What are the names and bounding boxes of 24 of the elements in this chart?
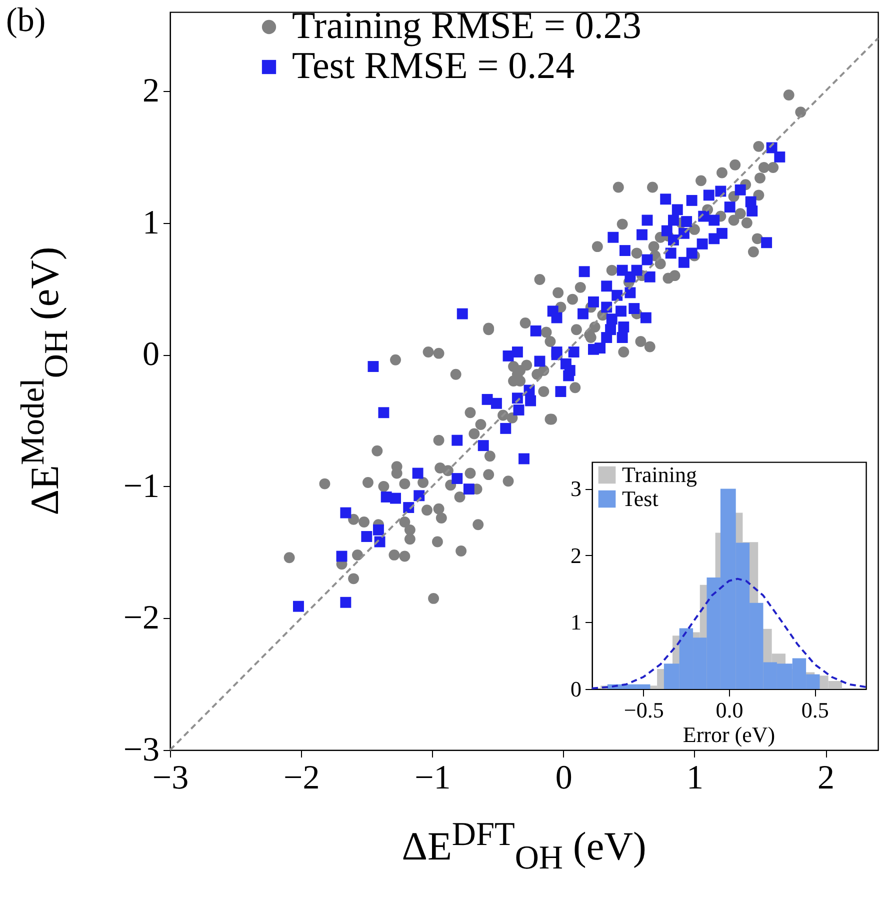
legend-label: Test <box>622 486 658 511</box>
x-tick-label: 0.5 <box>801 698 829 722</box>
y-tick-label: 1 <box>570 610 582 635</box>
y-tick-label: −2 <box>123 600 160 637</box>
y-tick-label: 2 <box>570 542 582 568</box>
y-tick-label: 3 <box>570 476 582 502</box>
x-tick-label: −2 <box>284 760 320 796</box>
x-tick-label: 2 <box>818 760 835 796</box>
legend-label: Test RMSE = 0.24 <box>292 45 575 87</box>
x-tick-label: 1 <box>686 760 704 796</box>
chart-title: (b) <box>6 2 46 39</box>
y-tick-label: 2 <box>142 72 160 110</box>
x-axis-title: Error (eV) <box>682 722 776 747</box>
y-tick-label: 0 <box>570 676 582 702</box>
legend-label: Training RMSE = 0.23 <box>292 5 642 47</box>
y-tick-label: 1 <box>142 204 160 242</box>
x-tick-label: 0.0 <box>716 698 744 722</box>
x-tick-label: −1 <box>414 760 451 796</box>
y-tick-label: −3 <box>123 732 160 768</box>
y-tick-label: 0 <box>142 336 160 374</box>
x-axis-title: ΔE$^{DFT}$$_{OH}$ (eV) <box>402 816 646 876</box>
x-tick-label: −0.5 <box>624 698 664 722</box>
legend-label: Training <box>622 462 697 487</box>
y-tick-label: −1 <box>123 468 160 505</box>
